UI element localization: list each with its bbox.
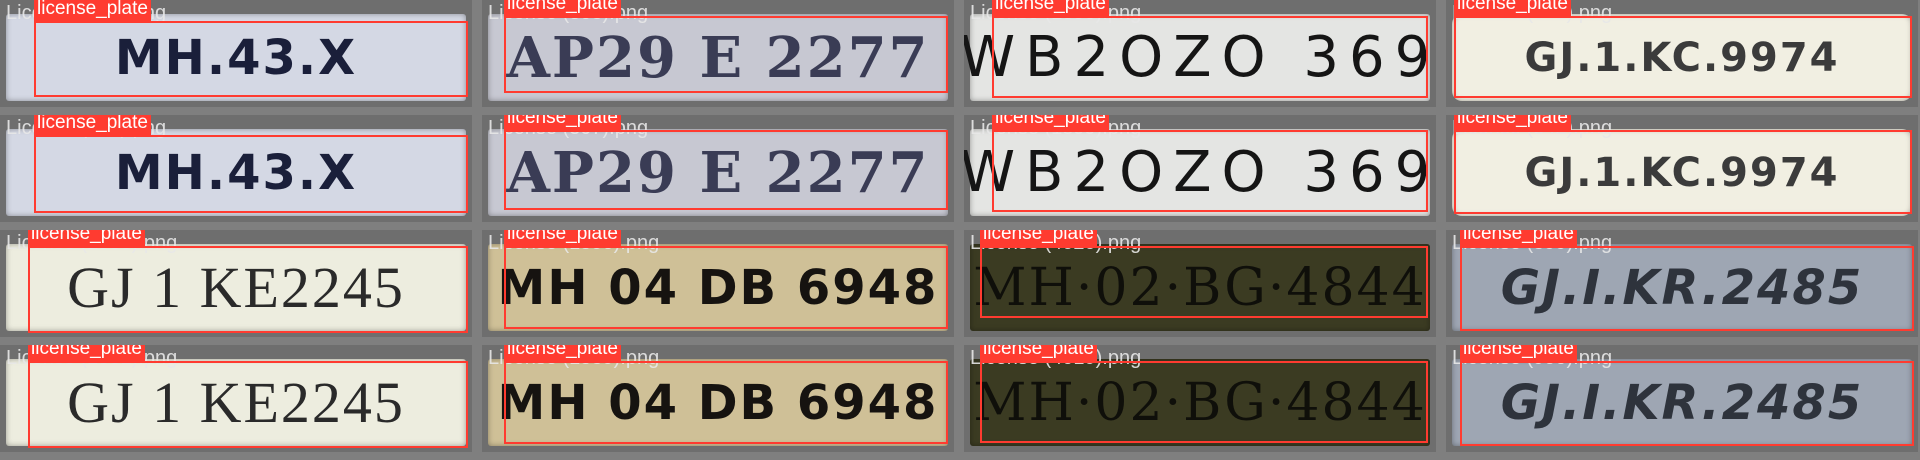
detection-label: license_plate	[1460, 345, 1577, 361]
plate-text: GJ 1 KE2245	[67, 255, 405, 320]
license-plate-image: GJ.1.KC.9974	[1452, 129, 1912, 216]
detection-label: license_plate	[504, 345, 621, 361]
license-plate-image: MH 04 DB 6948	[488, 244, 948, 331]
result-tile: MH.43.X License (464).png license_plate	[0, 115, 472, 222]
plate-text: MH·02·BG·4844	[973, 372, 1427, 433]
plate-text: WB2OZO 369	[964, 25, 1436, 90]
plate-text: MH.43.X	[114, 29, 358, 86]
result-tile: MH·02·BG·4844 License (4019).png license…	[964, 345, 1436, 452]
bounding-box: license_plate	[1460, 345, 1914, 446]
bounding-box: license_plate	[980, 345, 1428, 443]
license-plate-image: WB2OZO 369	[964, 14, 1430, 101]
plate-text: AP29 E 2277	[506, 139, 930, 206]
license-plate-image: MH 04 DB 6948	[488, 359, 948, 446]
bounding-box: license_plate	[504, 230, 948, 329]
result-tile: MH.43.X License (463).png license_plate	[0, 0, 472, 107]
bounding-box: license_plate	[1454, 115, 1912, 214]
license-plate-image: MH.43.X	[6, 14, 466, 101]
plate-text: MH·02·BG·4844	[973, 257, 1427, 318]
license-plate-image: GJ.I.KR.2485	[1452, 244, 1912, 331]
bounding-box: license_plate	[34, 0, 468, 97]
result-tile: MH 04 DB 6948 License (1589).png license…	[482, 345, 954, 452]
detection-label: license_plate	[1460, 230, 1577, 246]
plate-text: GJ.I.KR.2485	[1500, 374, 1864, 431]
plate-text: MH.43.X	[114, 144, 358, 201]
detection-label: license_plate	[992, 0, 1109, 16]
detection-label: license_plate	[34, 0, 151, 21]
plate-text: GJ 1 KE2245	[67, 370, 405, 435]
detection-label: license_plate	[504, 115, 621, 130]
result-tile: GJ 1 KE2245 License (1581).png license_p…	[0, 345, 472, 452]
result-tile: GJ.1.KC.9974 License (342).png license_p…	[1446, 115, 1918, 222]
plate-text: AP29 E 2277	[506, 24, 930, 91]
result-tile: WB2OZO 369 License (1890).png license_pl…	[964, 0, 1436, 107]
plate-text: GJ.1.KC.9974	[1524, 149, 1840, 196]
result-tile: GJ 1 KE2245 License (1580).png license_p…	[0, 230, 472, 337]
plate-text: GJ.1.KC.9974	[1524, 34, 1840, 81]
bounding-box: license_plate	[28, 230, 468, 333]
result-tile: MH·02·BG·4844 License (4020).png license…	[964, 230, 1436, 337]
detection-label: license_plate	[28, 230, 145, 246]
detection-label: license_plate	[34, 115, 151, 135]
detection-label: license_plate	[1454, 0, 1571, 16]
bounding-box: license_plate	[1454, 0, 1912, 98]
result-tile: AP29 E 2277 License (308).png license_pl…	[482, 0, 954, 107]
license-plate-image: WB2OZO 369	[964, 129, 1430, 216]
detection-label: license_plate	[28, 345, 145, 361]
bounding-box: license_plate	[504, 0, 948, 93]
result-tile: AP29 E 2277 License (307).png license_pl…	[482, 115, 954, 222]
bounding-box: license_plate	[504, 115, 948, 210]
detection-label: license_plate	[992, 115, 1109, 130]
bounding-box: license_plate	[504, 345, 948, 444]
plate-text: WB2OZO 369	[964, 140, 1436, 205]
result-tile: GJ.I.KR.2485 License (900).png license_p…	[1446, 345, 1918, 452]
bounding-box: license_plate	[980, 230, 1428, 318]
detection-label: license_plate	[980, 230, 1097, 246]
license-plate-image: GJ.1.KC.9974	[1452, 14, 1912, 101]
detection-label: license_plate	[504, 0, 621, 16]
plate-text: MH 04 DB 6948	[497, 374, 939, 431]
license-plate-image: AP29 E 2277	[488, 129, 948, 216]
license-plate-image: GJ 1 KE2245	[6, 359, 466, 446]
bounding-box: license_plate	[28, 345, 468, 448]
bounding-box: license_plate	[992, 0, 1428, 98]
license-plate-image: GJ 1 KE2245	[6, 244, 466, 331]
detection-label: license_plate	[1454, 115, 1571, 130]
result-tile: MH 04 DB 6948 License (1590).png license…	[482, 230, 954, 337]
license-plate-image: MH.43.X	[6, 129, 466, 216]
result-tile: WB2OZO 369 License (1899).png license_pl…	[964, 115, 1436, 222]
plate-text: GJ.I.KR.2485	[1500, 259, 1864, 316]
result-tile: GJ.I.KR.2485 License (899).png license_p…	[1446, 230, 1918, 337]
license-plate-image: GJ.I.KR.2485	[1452, 359, 1912, 446]
result-tile: GJ.1.KC.9974 License (341).png license_p…	[1446, 0, 1918, 107]
license-plate-image: MH·02·BG·4844	[970, 359, 1430, 446]
license-plate-image: AP29 E 2277	[488, 14, 948, 101]
bounding-box: license_plate	[34, 115, 468, 213]
plate-text: MH 04 DB 6948	[497, 259, 939, 316]
bounding-box: license_plate	[1460, 230, 1914, 331]
detection-label: license_plate	[504, 230, 621, 246]
bounding-box: license_plate	[992, 115, 1428, 212]
detection-label: license_plate	[980, 345, 1097, 361]
